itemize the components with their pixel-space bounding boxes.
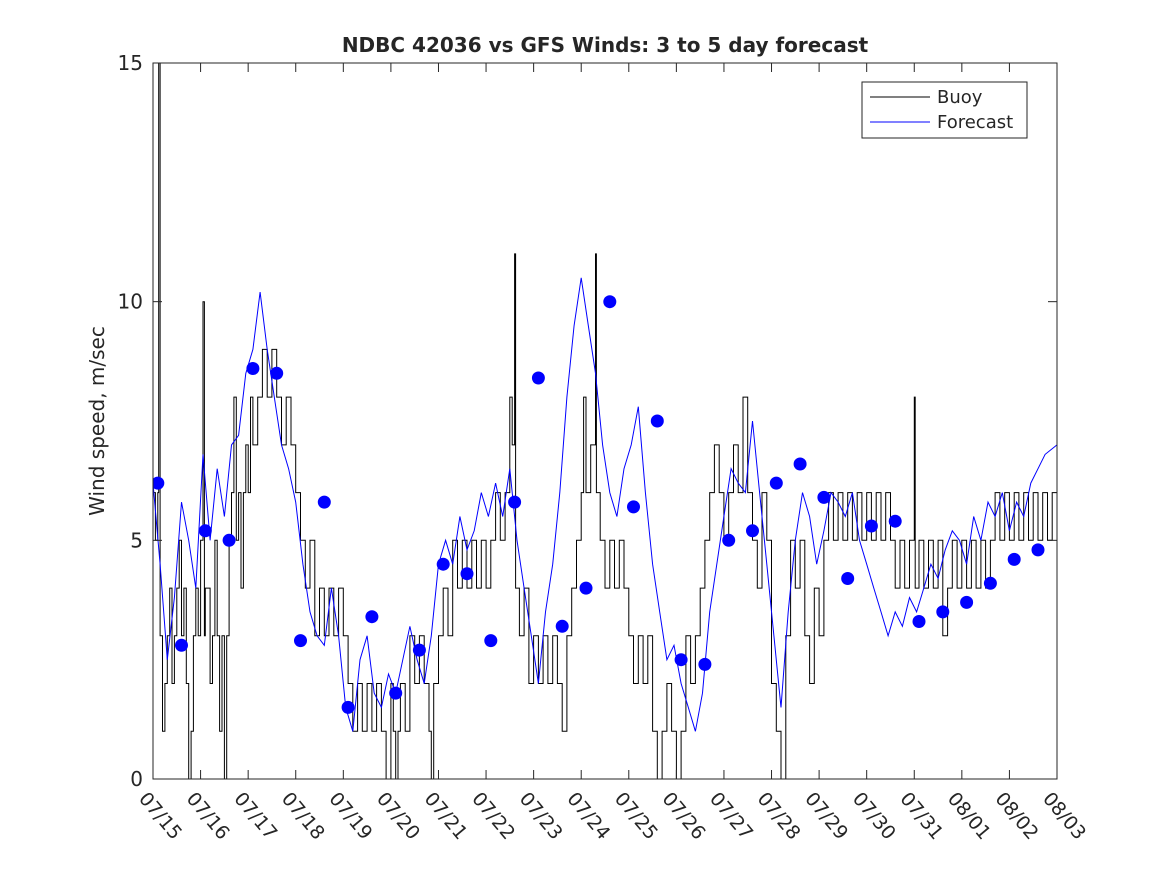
forecast-point: [412, 643, 426, 657]
forecast-point: [365, 610, 379, 624]
forecast-point: [936, 605, 950, 619]
forecast-point: [270, 366, 284, 380]
forecast-point: [746, 524, 759, 538]
forecast-point: [175, 638, 188, 652]
forecast-point: [1031, 543, 1045, 557]
forecast-point: [698, 657, 712, 671]
forecast-point: [841, 572, 855, 585]
y-tick-label: 5: [130, 528, 143, 552]
chart-title: NDBC 42036 vs GFS Winds: 3 to 5 day fore…: [342, 33, 869, 57]
forecast-point: [864, 519, 878, 533]
forecast-point: [531, 371, 545, 385]
plot-data-group: [153, 63, 1057, 779]
y-tick-label: 15: [118, 51, 143, 75]
legend-box: [861, 81, 1028, 139]
y-tick-label: 10: [118, 290, 143, 314]
forecast-point: [603, 295, 617, 309]
forecast-point: [650, 414, 664, 428]
forecast-point: [912, 615, 926, 628]
forecast-point: [222, 533, 236, 547]
forecast-point: [317, 495, 331, 509]
forecast-point: [294, 634, 307, 648]
forecast-point: [627, 500, 640, 514]
legend-buoy-label: Buoy: [937, 87, 983, 108]
forecast-point: [198, 524, 212, 538]
forecast-point: [769, 476, 783, 490]
forecast-point: [960, 595, 974, 609]
forecast-point: [722, 533, 736, 547]
y-axis-label: Wind speed, m/sec: [85, 326, 109, 516]
legend-forecast-label: Forecast: [937, 112, 1013, 133]
series-forecast-line: [153, 277, 1057, 732]
legend: Buoy Forecast: [861, 81, 1028, 139]
forecast-point: [888, 514, 902, 528]
forecast-point: [436, 557, 450, 571]
forecast-point: [793, 457, 807, 471]
forecast-point: [508, 495, 522, 509]
forecast-point: [555, 619, 569, 633]
forecast-point: [460, 567, 474, 581]
forecast-point: [579, 581, 593, 595]
forecast-point: [817, 490, 831, 504]
forecast-point: [674, 653, 688, 667]
plot-area: [153, 63, 1057, 779]
forecast-point: [246, 362, 260, 375]
forecast-point: [1007, 552, 1021, 566]
forecast-point: [389, 686, 403, 700]
y-tick-label: 0: [130, 767, 143, 791]
forecast-point: [341, 700, 355, 714]
forecast-point: [983, 576, 997, 590]
forecast-point: [484, 634, 498, 648]
forecast-point: [153, 476, 165, 490]
series-buoy-line: [153, 63, 1057, 779]
axes-box: [152, 62, 1058, 780]
